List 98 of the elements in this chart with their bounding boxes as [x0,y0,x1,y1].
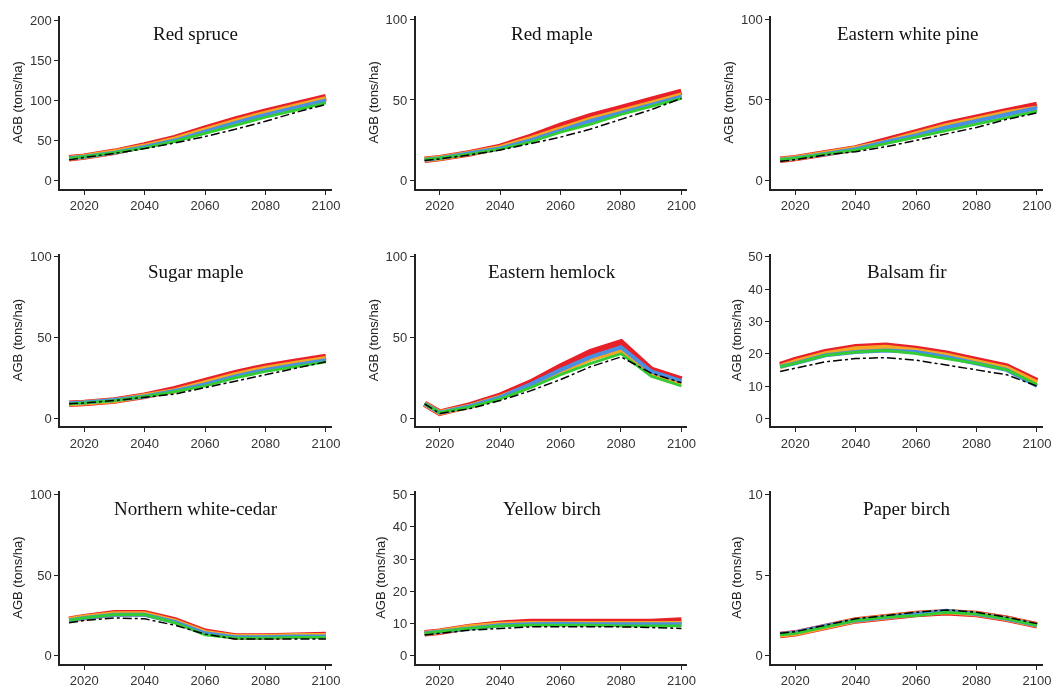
x-tick-label: 2060 [546,673,576,689]
x-tick-label: 2100 [666,435,696,451]
y-tick-label: 50 [37,330,52,346]
y-tick-label: 50 [392,486,408,502]
x-tick-label: 2100 [311,673,341,689]
y-axis-title: AGB (tons/ha) [10,61,26,144]
y-tick-label: 100 [29,249,52,265]
y-tick-label: 200 [29,12,52,28]
y-axis-title: AGB (tons/ha) [365,61,381,144]
x-tick-label: 2080 [606,198,636,214]
x-tick-label: 2060 [546,435,576,451]
x-tick-label: 2040 [841,435,871,451]
y-tick-label: 50 [748,249,763,265]
x-tick-label: 2080 [251,435,280,451]
y-axis-title: AGB (tons/ha) [373,536,389,619]
x-tick-label: 2100 [666,673,696,689]
y-axis-title: AGB (tons/ha) [728,298,744,382]
chart-title: Red maple [511,23,593,44]
x-tick-label: 2080 [251,673,280,689]
y-tick-label: 30 [392,551,408,567]
y-tick-label: 0 [399,648,408,664]
x-tick-label: 2060 [190,435,220,451]
x-tick-label: 2060 [190,198,220,214]
y-tick-label: 20 [748,346,763,362]
x-tick-label: 2080 [606,435,636,451]
x-tick-label: 2080 [251,198,280,214]
x-tick-label: 2020 [780,198,810,214]
x-tick-label: 2040 [130,435,160,451]
y-tick-label: 20 [392,583,408,599]
y-tick-label: 0 [755,410,763,426]
y-tick-label: 100 [385,11,408,27]
x-tick-label: 2020 [69,673,99,689]
x-tick-label: 2080 [962,673,991,689]
y-tick-label: 100 [29,92,52,108]
y-tick-label: 40 [392,519,408,535]
x-tick-label: 2060 [901,435,931,451]
x-tick-label: 2080 [606,673,636,689]
x-tick-label: 2100 [311,435,341,451]
y-axis-title: AGB (tons/ha) [728,536,744,619]
y-tick-label: 0 [399,410,408,426]
x-tick-label: 2100 [311,198,341,214]
y-tick-label: 10 [392,616,408,632]
chart-title: Red spruce [153,23,238,44]
x-tick-label: 2100 [1022,673,1052,689]
x-tick-label: 2060 [190,673,220,689]
x-tick-label: 2040 [485,673,515,689]
x-tick-label: 2020 [780,673,810,689]
x-tick-label: 2020 [425,435,455,451]
x-tick-label: 2040 [485,198,515,214]
y-tick-label: 50 [748,92,763,108]
y-tick-label: 0 [755,648,763,664]
y-tick-label: 30 [748,313,763,329]
y-tick-label: 5 [755,567,763,583]
y-tick-label: 100 [740,11,763,27]
y-tick-label: 10 [748,486,763,502]
chart-title: Eastern white pine [837,23,979,44]
x-tick-label: 2100 [1022,198,1052,214]
y-tick-label: 0 [755,173,763,189]
y-axis-title: AGB (tons/ha) [365,298,381,382]
y-tick-label: 50 [37,567,52,583]
y-tick-label: 0 [44,648,52,664]
x-tick-label: 2020 [69,435,99,451]
y-tick-label: 50 [392,330,408,346]
x-tick-label: 2040 [841,673,871,689]
y-tick-label: 0 [44,410,52,426]
y-tick-label: 40 [748,281,763,297]
x-tick-label: 2100 [666,198,696,214]
x-tick-label: 2040 [130,673,160,689]
chart-title: Northern white-cedar [114,498,278,519]
chart-title: Eastern hemlock [488,261,616,282]
x-tick-label: 2020 [425,673,455,689]
chart-title: Paper birch [863,498,951,519]
chart-title: Balsam fir [867,261,948,282]
x-tick-label: 2060 [901,198,931,214]
x-tick-label: 2020 [425,198,455,214]
x-tick-label: 2020 [69,198,99,214]
y-tick-label: 150 [29,52,52,68]
y-tick-label: 100 [29,486,52,502]
x-tick-label: 2060 [901,673,931,689]
x-tick-label: 2040 [485,435,515,451]
x-tick-label: 2060 [546,198,576,214]
y-tick-label: 0 [399,173,408,189]
y-tick-label: 10 [748,378,763,394]
y-axis-title: AGB (tons/ha) [10,536,26,619]
chart-title: Yellow birch [503,498,602,519]
y-tick-label: 100 [385,249,408,265]
y-tick-label: 0 [44,173,52,189]
x-tick-label: 2040 [841,198,871,214]
chart-title: Sugar maple [148,261,244,282]
x-tick-label: 2080 [962,435,991,451]
x-tick-label: 2040 [130,198,160,214]
x-tick-label: 2020 [780,435,810,451]
y-axis-title: AGB (tons/ha) [10,298,26,382]
x-tick-label: 2100 [1022,435,1052,451]
x-tick-label: 2080 [962,198,991,214]
y-tick-label: 50 [37,133,52,149]
y-tick-label: 50 [392,92,408,108]
y-axis-title: AGB (tons/ha) [721,61,737,144]
